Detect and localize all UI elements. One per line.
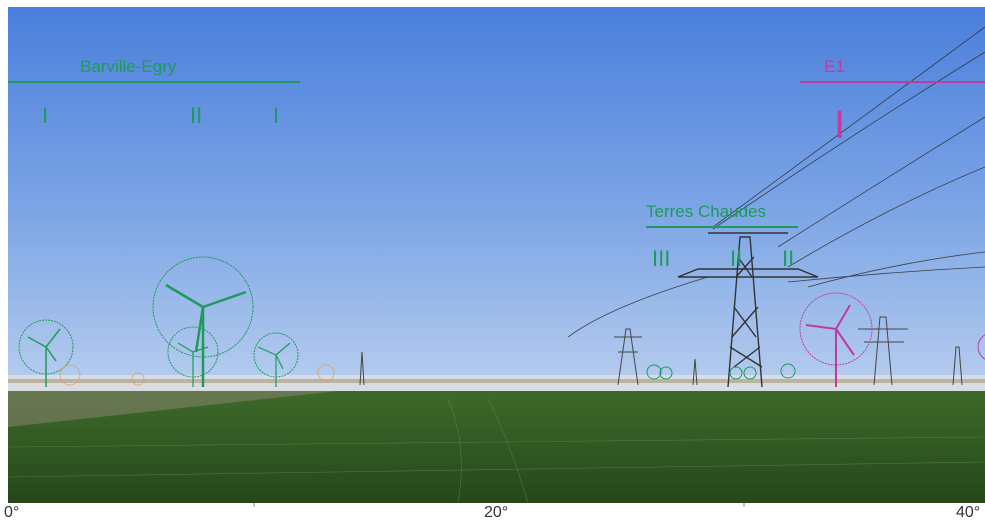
panorama-photo: Barville-Egry I II I Terres Chaudes III … xyxy=(8,7,985,503)
farm-label: Barville-Egry xyxy=(80,57,177,76)
turbine-marker: III xyxy=(652,246,671,271)
farm-label: E1 xyxy=(824,57,845,76)
farm-label: Terres Chaudes xyxy=(646,202,767,221)
turbine-marker: II xyxy=(190,103,203,128)
scale-label-40: 40° xyxy=(956,504,981,521)
field xyxy=(8,391,985,503)
turbine-marker: I xyxy=(42,103,49,128)
scale-label-20: 20° xyxy=(484,504,509,521)
small-pylons xyxy=(359,316,963,386)
turbine-marker: I xyxy=(273,103,280,128)
power-lines xyxy=(567,26,985,338)
horizon-band xyxy=(8,375,985,393)
turbine-marker: II xyxy=(730,246,743,271)
scale-label-0: 0° xyxy=(4,504,20,521)
angle-scale xyxy=(253,503,745,507)
farm-line xyxy=(646,226,798,228)
e1-turbine xyxy=(799,292,985,387)
turbine-marker: I xyxy=(834,103,846,147)
main-pylon xyxy=(677,232,819,388)
farm-line xyxy=(800,81,985,83)
farm-line xyxy=(8,81,300,83)
barville-egry-turbines xyxy=(18,256,299,387)
turbine-marker: II xyxy=(782,246,795,271)
sky xyxy=(8,7,985,387)
